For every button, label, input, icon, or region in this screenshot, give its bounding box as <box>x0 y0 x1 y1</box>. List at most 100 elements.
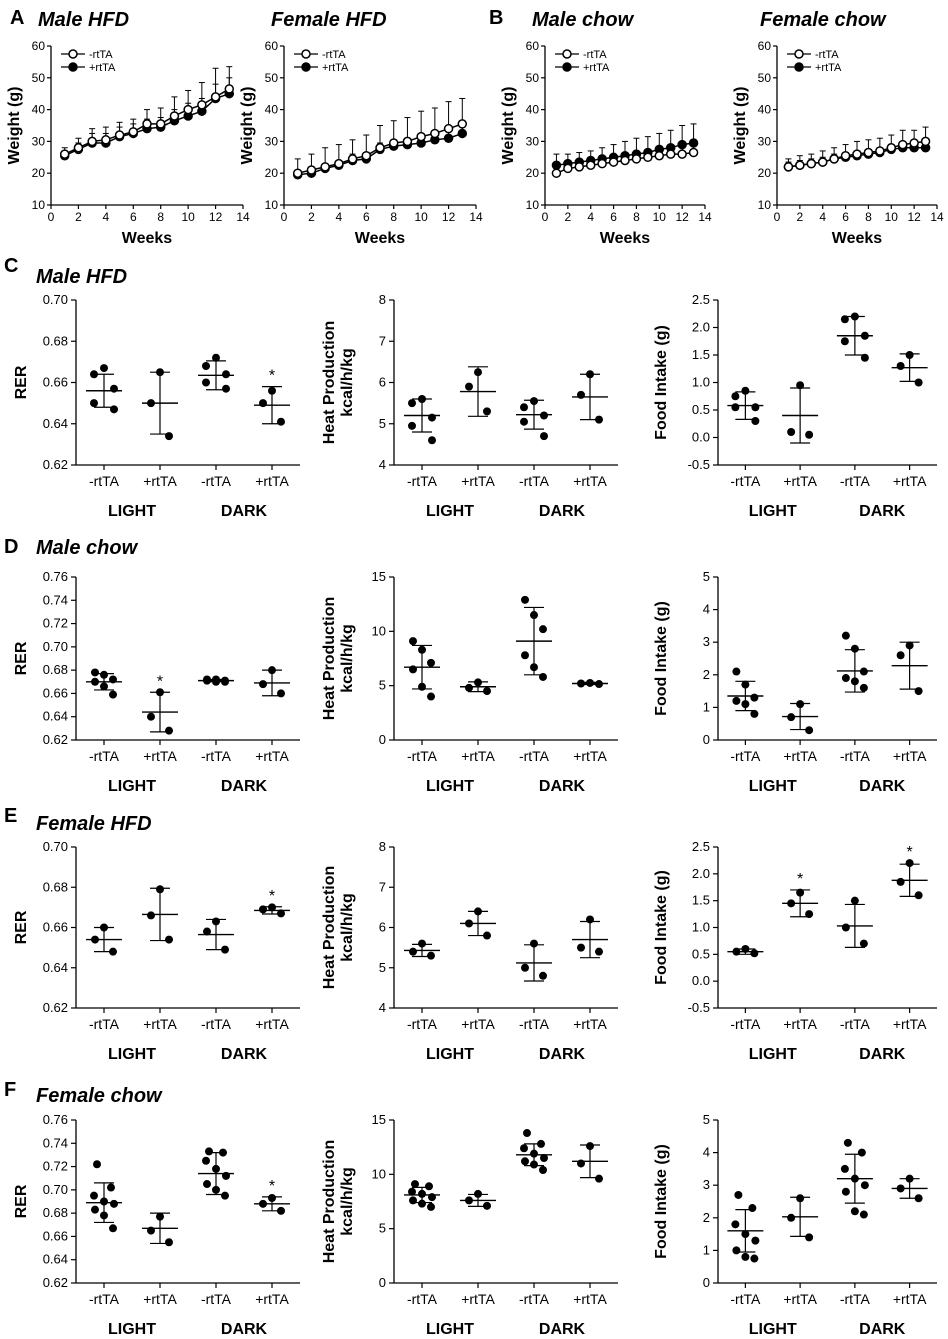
data-point <box>425 1182 433 1191</box>
y-tick-label: 0.62 <box>43 732 68 747</box>
data-point <box>914 1194 923 1203</box>
data-point <box>732 667 741 676</box>
data-point <box>920 136 931 147</box>
data-point <box>586 1142 594 1151</box>
y-tick-label: 15 <box>372 1112 386 1127</box>
y-tick-label: 10 <box>372 623 386 638</box>
group-1 <box>404 939 440 960</box>
data-point <box>203 927 211 936</box>
data-point <box>59 149 70 159</box>
chart-f2: 0 5 10 15 Heat Production kcal/h/kg -rtTA +rtTA… <box>321 1112 618 1338</box>
legend-marker <box>562 49 572 59</box>
data-point <box>147 399 155 408</box>
y-tick-label: 4 <box>379 457 386 472</box>
x-tick-label: 8 <box>157 210 164 224</box>
data-point <box>537 1139 545 1148</box>
y-tick-label: 0.68 <box>43 1205 68 1220</box>
data-point <box>585 160 596 170</box>
section-title-f: Female chow <box>36 1085 163 1107</box>
significance-marker: * <box>269 888 275 905</box>
y-tick-label: 2.0 <box>692 866 710 881</box>
group-3 <box>836 1138 873 1219</box>
group-4 <box>891 859 928 900</box>
data-point <box>886 143 897 153</box>
x-tick-label: 10 <box>885 210 899 224</box>
x-tick-label: 6 <box>842 210 849 224</box>
x-tick-label: 2 <box>308 210 315 224</box>
x-tick-label: -rtTA <box>519 748 550 764</box>
data-point <box>156 368 164 377</box>
data-point <box>741 1230 750 1239</box>
y-tick-label: 0.64 <box>43 960 68 975</box>
data-point <box>418 645 426 654</box>
group-4 <box>891 1174 928 1203</box>
data-point <box>147 1226 155 1235</box>
data-point <box>418 1199 426 1208</box>
data-point <box>109 675 117 684</box>
x-tick-label: +rtTA <box>461 473 495 489</box>
y-tick-label: 3 <box>703 1177 710 1192</box>
data-point <box>430 128 440 139</box>
x-tick-label: +rtTA <box>893 1016 927 1032</box>
y-tick-label: 50 <box>758 71 772 85</box>
data-point <box>520 1144 528 1153</box>
series-minus-rtta <box>551 145 699 178</box>
group-1 <box>404 1180 440 1211</box>
group-2 <box>782 888 819 919</box>
data-point <box>202 362 210 370</box>
data-point <box>783 162 794 172</box>
data-point <box>259 1199 267 1208</box>
data-point <box>100 670 108 679</box>
data-point <box>521 595 529 604</box>
chart-a1: Male HFD 10 20 30 40 50 60 0 2 4 6 8 10 12 14 Weeks Weig… <box>6 9 250 247</box>
data-point <box>203 676 211 685</box>
legend-marker <box>301 62 311 72</box>
legend-label: +rtTA <box>815 62 842 74</box>
data-point <box>905 351 914 359</box>
data-point <box>850 1174 859 1183</box>
data-point <box>165 935 173 944</box>
group-3 <box>516 1129 552 1174</box>
data-point <box>795 160 805 170</box>
data-point <box>361 150 372 161</box>
data-point <box>465 919 473 928</box>
y-tick-label: 0.5 <box>692 402 710 417</box>
data-point <box>483 1201 491 1210</box>
data-point <box>73 143 84 153</box>
data-point <box>787 428 796 436</box>
group-1 <box>727 667 764 718</box>
data-point <box>860 1181 869 1190</box>
x-tick-label: 6 <box>610 210 617 224</box>
x-tick-label: 14 <box>469 210 483 224</box>
group-3 <box>198 675 234 686</box>
group-3 <box>198 1147 234 1200</box>
data-point <box>539 625 547 634</box>
data-point <box>731 403 740 412</box>
data-point <box>142 119 152 129</box>
y-tick-label: 7 <box>379 879 386 894</box>
y-axis-label: Weight (g) <box>239 87 256 165</box>
group-2 <box>460 678 496 696</box>
y-tick-label: 10 <box>526 198 540 212</box>
y-tick-label: 10 <box>372 1166 386 1181</box>
data-point <box>850 1207 859 1216</box>
data-point <box>418 1189 426 1198</box>
data-point <box>483 407 491 416</box>
data-point <box>530 1160 538 1169</box>
y-tick-label: 0.74 <box>43 1135 68 1150</box>
data-point <box>665 149 676 159</box>
y-tick-label: 5 <box>703 569 710 584</box>
x-tick-label: +rtTA <box>573 748 607 764</box>
y-tick-label: 0.5 <box>692 946 710 961</box>
data-point <box>212 353 220 362</box>
data-point <box>787 713 796 722</box>
y-axis-label: RER <box>13 365 30 399</box>
x-tick-label: -rtTA <box>89 1291 120 1307</box>
y-tick-label: 4 <box>703 1145 710 1160</box>
y-tick-label: 40 <box>265 103 279 117</box>
data-point <box>539 971 547 980</box>
data-point <box>268 1194 276 1203</box>
y-tick-label: -0.5 <box>688 1000 710 1015</box>
data-point <box>850 644 859 653</box>
data-point <box>608 157 619 167</box>
